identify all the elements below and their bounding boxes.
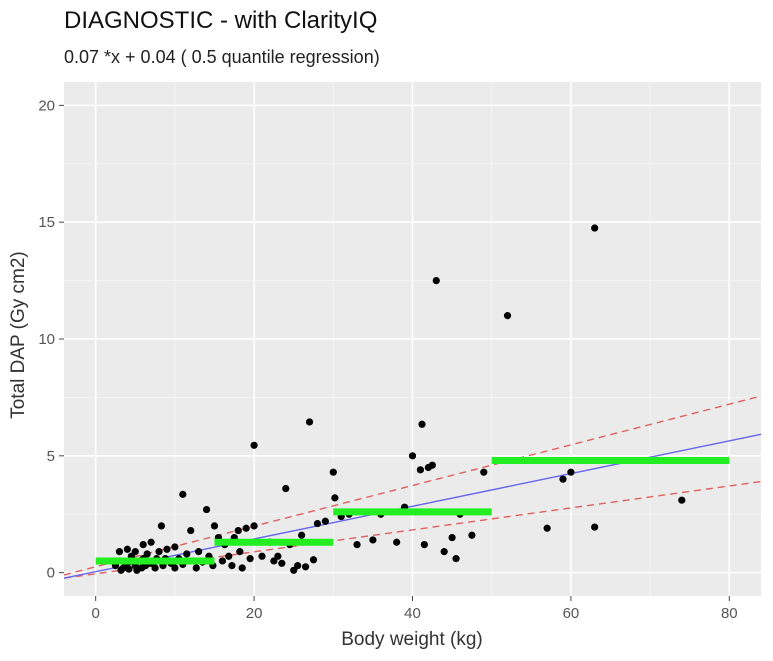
data-point [503, 312, 512, 320]
data-point [210, 522, 219, 530]
data-point [301, 563, 310, 571]
data-point [278, 559, 286, 567]
data-point [143, 550, 151, 558]
data-point [179, 490, 187, 498]
data-point [305, 418, 314, 426]
data-point [313, 519, 322, 528]
data-point [250, 522, 258, 530]
chart-subtitle: 0.07 *x + 0.04 ( 0.5 quantile regression… [64, 47, 380, 67]
data-point [274, 552, 282, 560]
data-point [147, 538, 155, 546]
y-tick-label: 20 [38, 97, 55, 114]
data-point [242, 524, 250, 532]
x-axis-title: Body weight (kg) [341, 629, 483, 650]
x-tick-label: 20 [246, 605, 263, 622]
data-point [115, 548, 124, 556]
data-point [195, 548, 203, 556]
data-point [468, 531, 476, 539]
data-point [236, 548, 244, 556]
data-point [298, 531, 306, 539]
data-point [543, 524, 551, 532]
data-point [225, 552, 233, 560]
data-point [369, 536, 377, 544]
y-tick-label: 5 [47, 448, 55, 465]
data-point [294, 562, 302, 570]
data-point [591, 224, 599, 232]
data-point [246, 555, 254, 563]
data-point [157, 522, 166, 530]
data-point [192, 564, 200, 572]
y-axis-ticks: 0 5 10 15 20 [38, 97, 64, 582]
y-tick-label: 15 [38, 214, 55, 231]
data-point [151, 564, 159, 572]
data-point [416, 466, 425, 474]
data-point [218, 557, 227, 565]
chart-title: DIAGNOSTIC - with ClarityIQ [64, 7, 377, 34]
data-point [329, 468, 337, 476]
data-point [353, 541, 361, 549]
data-point [440, 548, 448, 556]
data-point [202, 505, 211, 514]
data-point [139, 541, 147, 549]
quantile-band-line [63, 480, 762, 579]
data-point [228, 562, 236, 570]
data-point [171, 564, 179, 572]
data-point [163, 545, 171, 553]
data-point [125, 565, 133, 573]
data-point [591, 523, 599, 531]
data-point [448, 533, 456, 542]
data-point [258, 552, 266, 560]
data-point [393, 538, 401, 546]
data-point [420, 541, 428, 549]
x-tick-label: 40 [404, 605, 421, 622]
x-axis-ticks: 0 20 40 60 80 [92, 596, 738, 622]
data-point [309, 556, 318, 564]
data-point [418, 420, 426, 428]
y-axis-title: Total DAP (Gy cm2) [8, 251, 29, 419]
y-tick-label: 0 [47, 565, 55, 582]
data-point [452, 555, 460, 563]
data-point [432, 276, 440, 285]
group-medians [95, 456, 730, 565]
data-point [408, 452, 417, 460]
data-point [155, 548, 163, 556]
x-tick-label: 60 [563, 605, 580, 622]
data-point [250, 441, 258, 449]
data-point [428, 461, 436, 469]
plot-panel [63, 82, 762, 596]
y-tick-label: 10 [38, 331, 55, 348]
x-tick-label: 80 [721, 605, 738, 622]
data-point [171, 543, 179, 551]
data-point [282, 484, 290, 493]
data-point [123, 545, 131, 553]
data-point [238, 564, 246, 572]
data-point [480, 468, 488, 476]
data-point [559, 475, 567, 483]
data-point [331, 494, 339, 502]
data-point [678, 496, 686, 504]
data-point [131, 548, 139, 556]
data-point [321, 517, 329, 525]
data-point [567, 468, 575, 476]
x-tick-label: 0 [92, 605, 100, 622]
data-point [234, 526, 242, 535]
data-point [187, 526, 195, 535]
data-point [183, 550, 191, 558]
